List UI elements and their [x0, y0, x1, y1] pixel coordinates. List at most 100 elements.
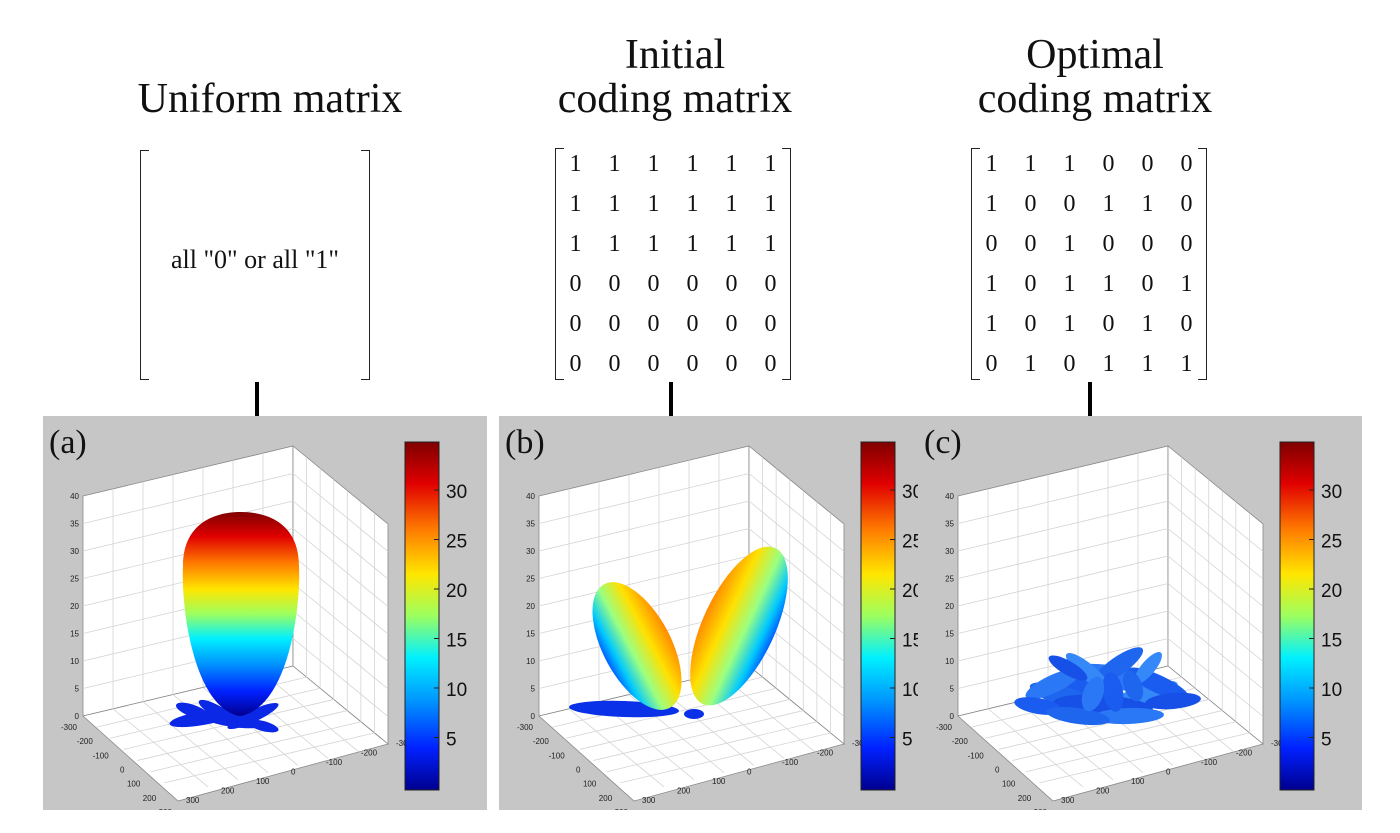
z-tick-label: 15	[70, 630, 79, 639]
colorbar-tick-label: 20	[446, 581, 467, 602]
y-tick-label: 200	[1096, 787, 1110, 796]
panel-b: 4035302520151050-300-200-100010020030030…	[499, 416, 943, 810]
matrix-cell: 0	[1180, 230, 1193, 257]
panel-a: 4035302520151050-300-200-100010020030030…	[43, 416, 487, 810]
matrix-cell: 0	[647, 310, 660, 337]
matrix-cell: 1	[764, 150, 777, 177]
matrix-cell: 1	[1141, 350, 1154, 377]
optimal-matrix-bracket	[971, 148, 1207, 380]
radiation-pattern-plot-b: 4035302520151050-300-200-100010020030030…	[517, 441, 923, 810]
panel-label-c: (c)	[924, 424, 962, 461]
down-arrow-icon	[1081, 382, 1099, 432]
z-tick-label: 5	[531, 685, 536, 694]
z-tick-label: 40	[526, 492, 535, 501]
matrix-cell: 0	[686, 310, 699, 337]
side-lobe	[1145, 692, 1201, 710]
matrix-cell: 0	[1180, 190, 1193, 217]
title-optimal: Optimal coding matrix	[930, 33, 1260, 121]
colorbar-tick-label: 15	[446, 631, 467, 652]
y-tick-label: -200	[1236, 749, 1253, 758]
matrix-cell: 0	[1024, 310, 1037, 337]
x-tick-label: 100	[583, 780, 597, 789]
z-tick-label: 30	[945, 547, 954, 556]
matrix-cell: 0	[764, 350, 777, 377]
matrix-cell: 1	[1180, 350, 1193, 377]
side-lobe	[1134, 652, 1162, 684]
colorbar-tick-label: 30	[446, 482, 467, 503]
matrix-cell: 0	[764, 310, 777, 337]
y-tick-label: 200	[221, 787, 235, 796]
colorbar-tick-label: 20	[1321, 581, 1342, 602]
matrix-cell: 0	[985, 230, 998, 257]
matrix-cell: 1	[608, 150, 621, 177]
matrix-cell: 0	[608, 350, 621, 377]
y-tick-label: -300	[852, 739, 869, 748]
z-tick-label: 40	[70, 492, 79, 501]
y-tick-label: -300	[1271, 739, 1288, 748]
matrix-cell: 0	[608, 310, 621, 337]
z-tick-label: 30	[70, 547, 79, 556]
z-tick-label: 0	[950, 712, 955, 721]
matrix-cell: 1	[1024, 350, 1037, 377]
matrix-cell: 0	[1102, 230, 1115, 257]
title-initial-line1: Initial	[624, 32, 726, 78]
colorbar	[404, 441, 440, 791]
y-tick-label: -100	[782, 758, 799, 767]
matrix-cell: 1	[1102, 190, 1115, 217]
matrix-cell: 0	[725, 350, 738, 377]
x-tick-label: -100	[968, 751, 985, 760]
matrix-cell: 1	[1141, 190, 1154, 217]
x-tick-label: -300	[61, 723, 78, 732]
matrix-cell: 1	[985, 150, 998, 177]
right-bracket	[1198, 148, 1207, 380]
side-lobe	[1046, 706, 1110, 726]
matrix-cell: 1	[608, 230, 621, 257]
x-tick-label: -200	[533, 737, 550, 746]
colorbar-tick-label: 10	[902, 680, 923, 701]
title-uniform: Uniform matrix	[137, 76, 403, 122]
y-tick-label: 300	[642, 796, 656, 805]
matrix-cell: 1	[764, 230, 777, 257]
left-bracket	[140, 150, 149, 380]
z-tick-label: 15	[526, 630, 535, 639]
colorbar-tick-label: 30	[902, 482, 923, 503]
initial-matrix-bracket	[555, 148, 791, 380]
z-tick-label: 5	[950, 685, 955, 694]
matrix-cell: 0	[1024, 230, 1037, 257]
z-tick-label: 0	[75, 712, 80, 721]
colorbar-tick-label: 15	[902, 631, 923, 652]
x-tick-label: -300	[517, 723, 534, 732]
y-tick-label: 100	[712, 777, 726, 786]
z-tick-label: 20	[526, 602, 535, 611]
y-tick-label: -100	[1201, 758, 1218, 767]
uniform-matrix: all "0" or all "1"	[140, 150, 370, 380]
x-tick-label: -300	[936, 723, 953, 732]
matrix-cell: 1	[985, 270, 998, 297]
matrix-cell: 1	[764, 190, 777, 217]
x-tick-label: -100	[93, 751, 110, 760]
matrix-cell: 1	[1102, 270, 1115, 297]
matrix-cell: 1	[686, 150, 699, 177]
x-tick-label: 300	[1034, 808, 1048, 810]
side-lobe	[1092, 707, 1164, 725]
matrix-cell: 1	[647, 230, 660, 257]
matrix-cell: 1	[686, 190, 699, 217]
title-initial-line2: coding matrix	[557, 76, 793, 122]
y-tick-label: 100	[1131, 777, 1145, 786]
z-tick-label: 10	[70, 657, 79, 666]
matrix-cell: 1	[647, 150, 660, 177]
x-tick-label: 0	[576, 766, 581, 775]
z-tick-label: 10	[945, 657, 954, 666]
colorbar-tick-label: 10	[446, 680, 467, 701]
colorbar-tick-label: 5	[446, 730, 457, 751]
matrix-cell: 0	[1102, 150, 1115, 177]
matrix-cell: 0	[1063, 190, 1076, 217]
panel-label-b: (b)	[505, 424, 545, 461]
x-tick-label: -200	[952, 737, 969, 746]
matrix-cell: 1	[725, 190, 738, 217]
